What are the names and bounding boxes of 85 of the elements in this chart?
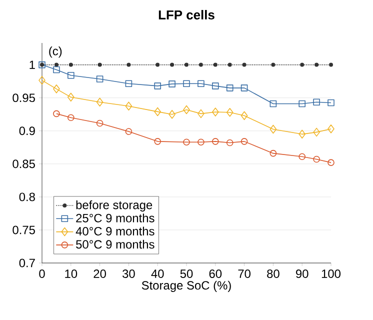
chart-title: LFP cells — [158, 10, 214, 20]
point — [298, 130, 306, 139]
point — [68, 114, 74, 122]
x-tick-label: 30 — [122, 270, 135, 278]
point — [313, 156, 320, 163]
point — [68, 62, 73, 67]
point — [328, 124, 334, 134]
x-tick-label: 40 — [151, 270, 164, 278]
x-tick-label: 70 — [238, 270, 250, 278]
point — [38, 76, 46, 85]
point — [313, 98, 320, 106]
point — [198, 109, 204, 118]
x-tick-label: 100 — [322, 270, 341, 278]
point — [168, 80, 176, 88]
y-tick-label: 0.85 — [12, 160, 35, 168]
point — [226, 139, 234, 146]
point — [53, 66, 60, 74]
point — [212, 138, 219, 145]
point — [98, 62, 102, 67]
point — [170, 62, 174, 67]
point — [183, 105, 190, 114]
point — [226, 84, 234, 92]
point — [154, 107, 161, 116]
point — [53, 110, 60, 118]
point — [228, 62, 232, 67]
point — [240, 138, 248, 145]
point — [240, 84, 248, 92]
legend-label: before storage — [76, 200, 152, 212]
point — [125, 128, 132, 135]
point — [125, 102, 132, 110]
x-tick-label: 20 — [94, 270, 106, 278]
point — [198, 80, 204, 88]
point — [168, 110, 176, 119]
point — [154, 138, 161, 145]
point — [54, 62, 58, 67]
point — [183, 138, 190, 146]
legend-label: 40°C 9 months — [76, 226, 154, 236]
legend-label: 50°C 9 months — [76, 240, 154, 249]
point — [96, 120, 104, 127]
point — [242, 62, 246, 67]
x-tick-label: 10 — [65, 270, 78, 278]
x-tick-label: 60 — [209, 270, 222, 278]
point — [240, 111, 248, 120]
x-tick-label: 0 — [39, 270, 45, 278]
point — [68, 92, 74, 102]
point — [96, 98, 104, 107]
y-tick-label: 0.7 — [19, 258, 35, 268]
point — [53, 84, 60, 94]
point — [198, 138, 204, 146]
y-tick-label: 0.8 — [19, 192, 35, 202]
point — [96, 76, 104, 82]
point — [68, 72, 74, 79]
point — [226, 108, 234, 117]
point — [270, 124, 277, 134]
x-tick-label: 90 — [296, 270, 308, 278]
x-axis-title: Storage SoC (%) — [142, 280, 231, 292]
point — [212, 82, 219, 90]
point — [270, 100, 277, 108]
point — [212, 108, 219, 116]
point — [184, 62, 188, 67]
y-tick-label: 1 — [30, 60, 35, 69]
point — [328, 99, 334, 106]
point — [183, 80, 190, 88]
point — [313, 128, 320, 137]
point — [271, 62, 276, 67]
point — [328, 159, 334, 166]
point — [156, 62, 160, 67]
point — [298, 100, 306, 108]
annotation: (c) — [49, 46, 62, 58]
point — [314, 62, 319, 67]
point — [329, 62, 333, 67]
y-tick-label: 0.75 — [12, 226, 35, 234]
point — [213, 62, 218, 67]
y-tick-label: 0.9 — [19, 126, 35, 136]
legend-label: 25°C 9 months — [76, 214, 154, 222]
y-tick-label: 0.95 — [12, 94, 35, 102]
point — [154, 82, 161, 90]
x-tick-label: 50 — [180, 270, 193, 278]
x-tick-label: 80 — [267, 270, 280, 278]
point — [300, 62, 304, 67]
point — [125, 80, 132, 88]
point — [198, 62, 203, 67]
point — [126, 62, 131, 67]
point — [270, 150, 277, 157]
point — [298, 153, 306, 160]
